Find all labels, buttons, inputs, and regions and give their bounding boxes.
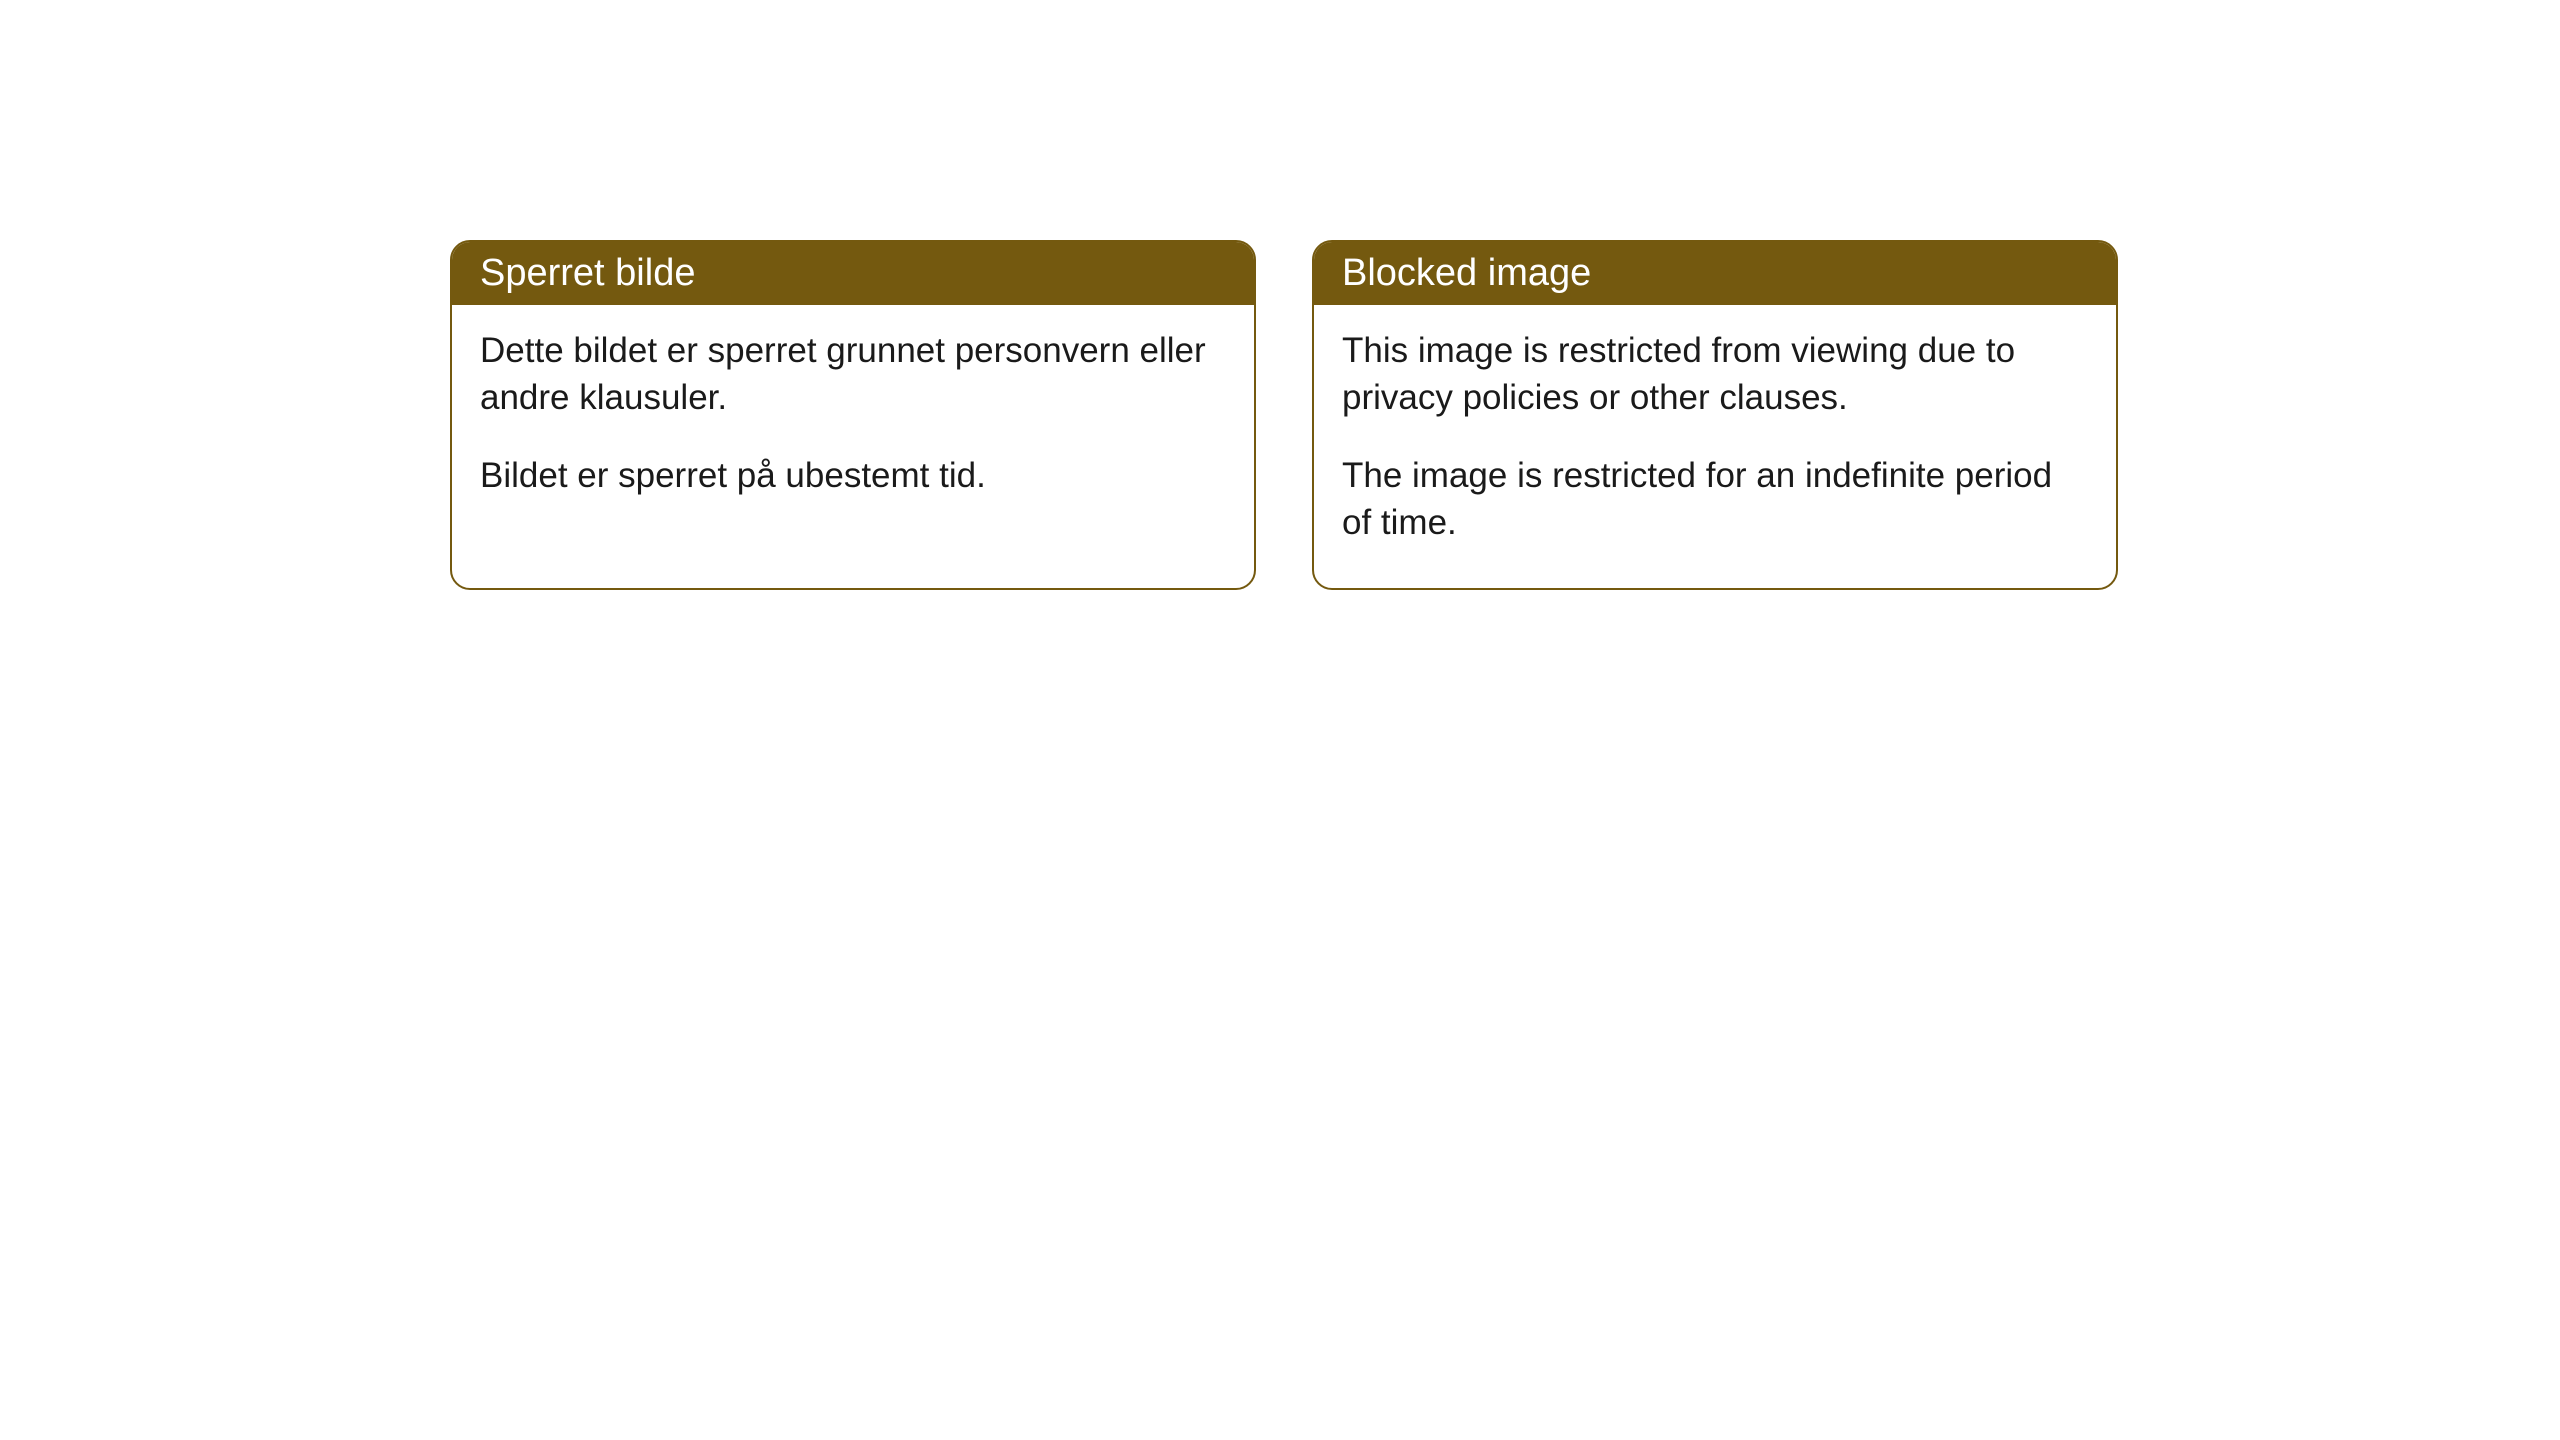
blocked-image-card-norwegian: Sperret bilde Dette bildet er sperret gr… — [450, 240, 1256, 590]
card-title: Blocked image — [1342, 252, 1591, 294]
notice-cards-container: Sperret bilde Dette bildet er sperret gr… — [450, 240, 2118, 590]
card-body-norwegian: Dette bildet er sperret grunnet personve… — [452, 305, 1254, 541]
card-text-1: This image is restricted from viewing du… — [1342, 327, 2088, 422]
card-header-norwegian: Sperret bilde — [452, 242, 1254, 305]
card-text-2: The image is restricted for an indefinit… — [1342, 452, 2088, 547]
card-header-english: Blocked image — [1314, 242, 2116, 305]
blocked-image-card-english: Blocked image This image is restricted f… — [1312, 240, 2118, 590]
card-text-1: Dette bildet er sperret grunnet personve… — [480, 327, 1226, 422]
card-body-english: This image is restricted from viewing du… — [1314, 305, 2116, 588]
card-title: Sperret bilde — [480, 252, 695, 294]
card-text-2: Bildet er sperret på ubestemt tid. — [480, 452, 1226, 499]
